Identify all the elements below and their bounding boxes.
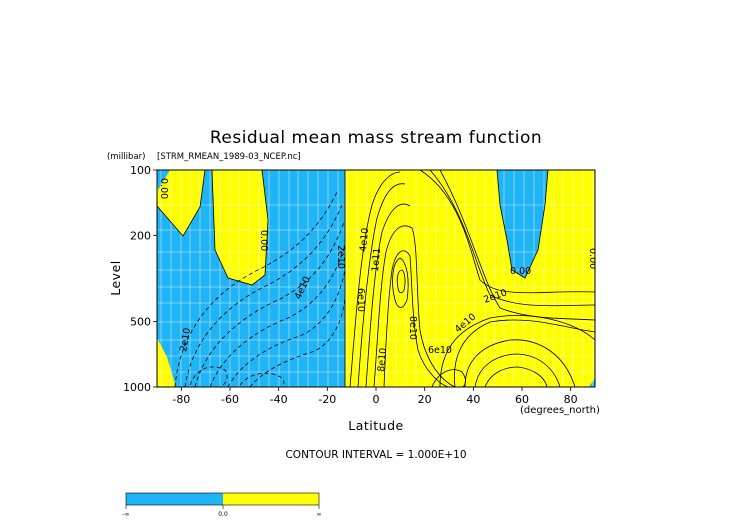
x-axis-label: Latitude [348,418,403,433]
y-tick-label: 100 [130,164,151,177]
positive-contours [349,170,595,387]
svg-text:6e10: 6e10 [355,288,366,312]
svg-text:8e10: 8e10 [376,347,389,372]
colorbar-label-min: -∞ [122,511,129,518]
y-axis-units: (millibar) [107,152,145,162]
chart-subtitle: [STRM_RMEAN_1989-03_NCEP.nc] [157,152,301,162]
colorbar-label-zero: 0.0 [218,511,228,518]
x-tick-label: -80 [172,393,190,406]
zero-contours [157,170,549,387]
x-axis-units: (degrees_north) [520,405,600,416]
y-axis-label: Level [108,260,123,296]
chart-title: Residual mean mass stream function [210,128,542,148]
x-tick-label: 0 [373,393,380,406]
negative-contours [174,189,346,387]
svg-text:0.00: 0.00 [258,230,269,251]
svg-text:6e10: 6e10 [428,345,452,356]
svg-text:0.00: 0.00 [510,266,531,277]
svg-text:0.00: 0.00 [158,178,169,199]
x-tick-label: 40 [466,393,480,406]
plot-area: 0.00 0.00 2e10 4e10 2e10 4e10 6e10 1e11 … [157,170,598,387]
svg-text:0.00: 0.00 [587,248,598,269]
negative-region-right [497,170,548,278]
negative-region-top-left [157,170,170,190]
y-axis: 100 200 500 1000 [123,164,157,394]
x-tick-label: -40 [270,393,288,406]
colorbar-positive [223,493,319,505]
x-axis: -80 -60 -40 -20 0 20 40 60 80 [172,387,578,406]
colorbar-label-max: ∞ [317,511,322,518]
x-tick-label: 60 [515,393,529,406]
grid-lines [157,170,595,387]
negative-region-corner [589,378,595,387]
svg-text:1e11: 1e11 [370,247,383,272]
colorbar-negative [126,493,223,505]
y-tick-label: 200 [130,229,151,242]
x-tick-label: -20 [318,393,336,406]
colorbar-frame [125,492,320,506]
svg-text:2e10: 2e10 [335,245,346,269]
x-tick-label: 80 [564,393,578,406]
contour-interval-note: CONTOUR INTERVAL = 1.000E+10 [285,449,466,461]
colorbar: -∞ 0.0 ∞ [122,492,322,518]
y-tick-label: 1000 [123,381,151,394]
svg-text:8e10: 8e10 [407,316,418,340]
x-tick-label: 20 [418,393,432,406]
svg-text:4e10: 4e10 [358,227,371,252]
svg-text:2e10: 2e10 [178,327,193,353]
x-tick-label: -60 [221,393,239,406]
y-tick-label: 500 [130,316,151,329]
